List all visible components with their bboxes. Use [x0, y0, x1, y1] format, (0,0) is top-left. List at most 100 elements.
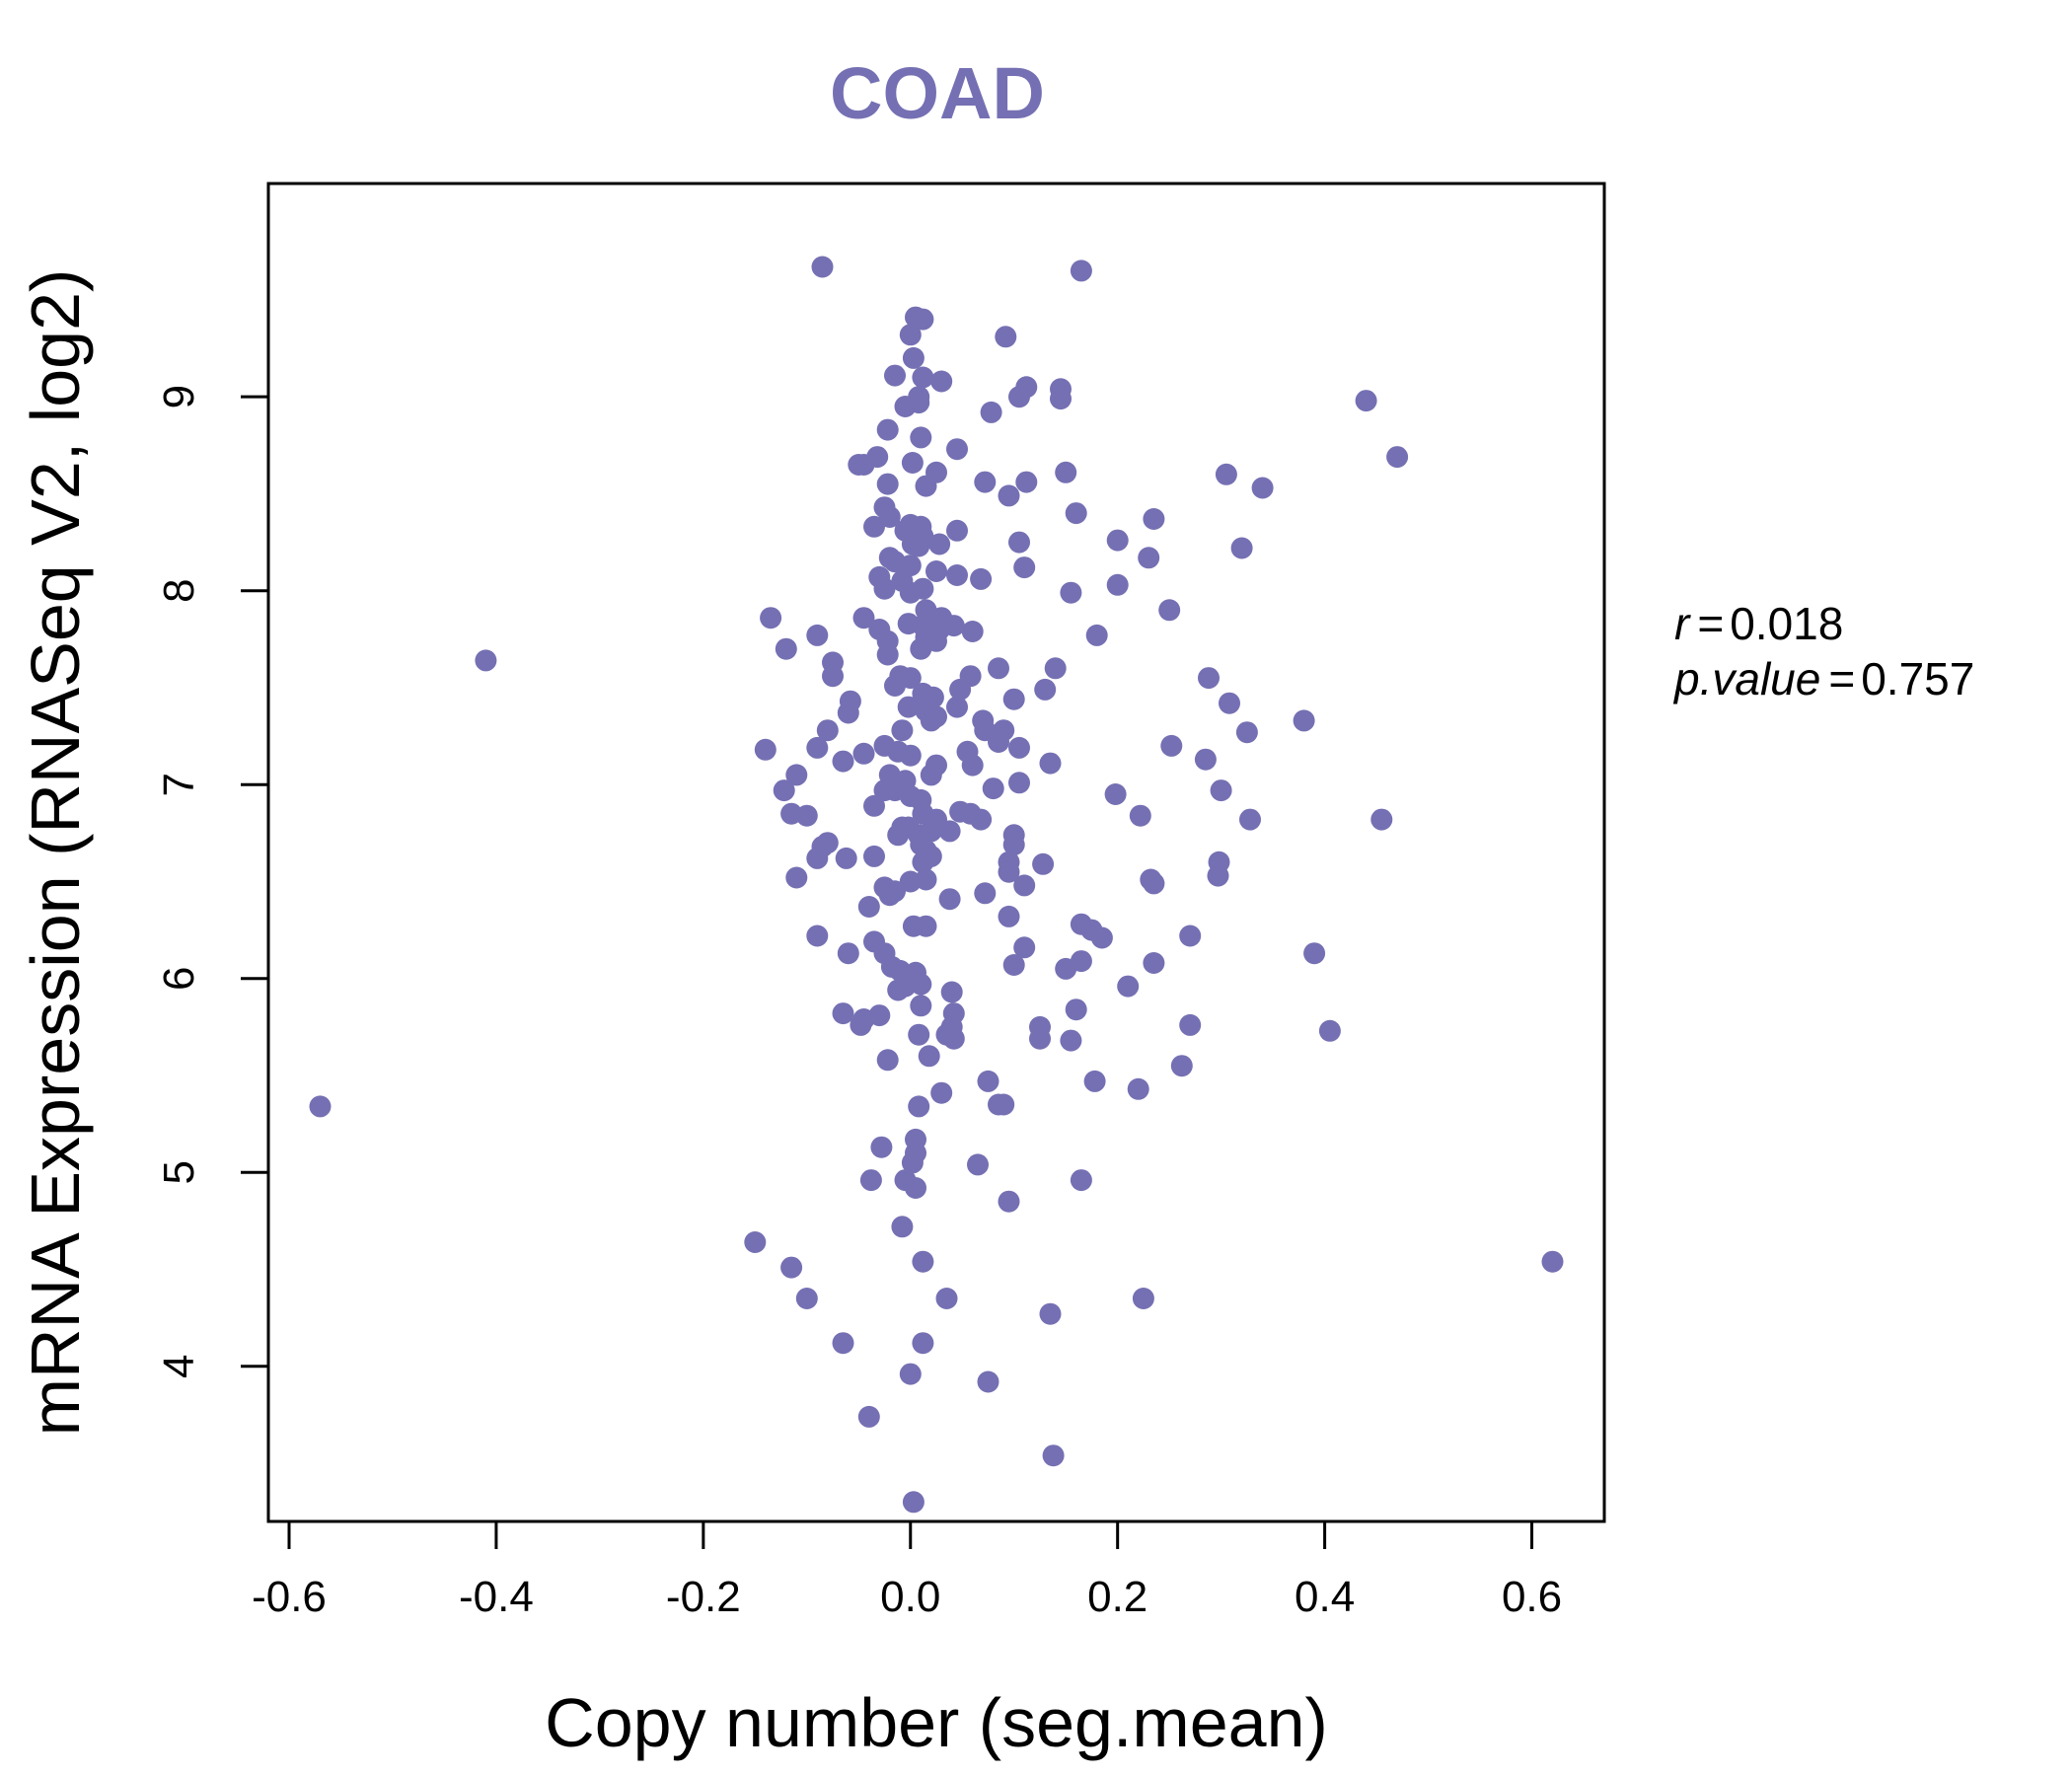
data-point-113: [935, 1023, 958, 1046]
data-point-184: [902, 915, 925, 937]
data-point-155: [912, 851, 934, 873]
data-point-48: [1070, 1169, 1092, 1192]
data-point-135: [915, 475, 937, 497]
data-point-93: [961, 754, 984, 777]
data-point-119: [928, 533, 951, 555]
data-point-171: [899, 324, 922, 346]
data-point-254: [806, 624, 829, 646]
data-point-60: [1042, 1444, 1065, 1467]
data-point-66: [998, 484, 1020, 507]
data-point-64: [1008, 531, 1030, 554]
data-point-23: [1158, 599, 1181, 622]
data-point-24: [1160, 734, 1183, 757]
data-point-238: [850, 1013, 872, 1036]
data-point-34: [1106, 529, 1129, 552]
data-point-179: [897, 696, 920, 718]
data-point-14: [1198, 667, 1220, 690]
data-point-47: [1060, 1029, 1082, 1052]
data-point-159: [908, 1023, 930, 1046]
data-point-80: [995, 326, 1017, 348]
x-axis: -0.6 -0.4 -0.2 0.0 0.2 0.4 0.6: [252, 1519, 1562, 1621]
data-point-109: [940, 981, 963, 1003]
data-point-13: [1219, 692, 1240, 714]
data-point-245: [832, 1002, 854, 1025]
x-tick-label: 0.6: [1502, 1573, 1562, 1621]
data-point-233: [857, 1405, 880, 1428]
data-point-263: [773, 779, 795, 802]
data-point-158: [910, 995, 932, 1017]
data-point-248: [822, 665, 844, 688]
data-point-35: [1106, 573, 1129, 596]
data-point-97: [977, 1070, 999, 1092]
data-point-198: [884, 364, 906, 387]
data-point-43: [1065, 999, 1087, 1021]
data-point-106: [946, 696, 968, 718]
y-tick-label: 6: [155, 966, 203, 990]
data-point-11: [1215, 463, 1237, 485]
data-point-265: [754, 738, 777, 761]
data-point-206: [887, 979, 910, 1001]
data-point-63: [1015, 471, 1038, 493]
data-point-115: [930, 1081, 953, 1104]
data-points: [309, 256, 1564, 1514]
data-point-41: [1070, 913, 1092, 935]
data-point-226: [868, 619, 891, 640]
data-point-262: [775, 637, 797, 660]
stat-p-equals: =: [1828, 653, 1855, 704]
data-point-12: [1235, 721, 1258, 744]
y-axis: 4 5 6 7 8 9: [155, 385, 270, 1378]
data-point-9: [1251, 477, 1274, 499]
data-point-2: [1541, 1250, 1564, 1273]
x-tick-label: 0.0: [880, 1573, 940, 1621]
data-point-77: [1002, 954, 1025, 976]
data-point-129: [920, 764, 942, 786]
data-point-232: [859, 1169, 882, 1192]
data-point-187: [894, 396, 917, 417]
data-point-5: [1370, 808, 1393, 831]
data-point-49: [1070, 259, 1092, 282]
data-point-152: [912, 802, 934, 825]
data-point-76: [1013, 936, 1036, 959]
data-point-210: [878, 506, 901, 528]
data-point-227: [863, 794, 885, 817]
data-point-21: [1179, 1013, 1202, 1036]
stat-p-line: p.value = 0.757: [1672, 653, 1974, 704]
data-point-167: [912, 1332, 934, 1355]
data-point-30: [1143, 952, 1165, 974]
data-point-169: [905, 306, 926, 329]
data-point-239: [848, 454, 870, 476]
stat-p-value: 0.757: [1861, 653, 1974, 704]
data-point-6: [1318, 1019, 1341, 1042]
data-point-7: [1303, 942, 1326, 965]
data-point-102: [946, 519, 968, 542]
data-point-168: [902, 1491, 925, 1514]
data-point-161: [908, 1095, 930, 1118]
data-point-241: [837, 702, 859, 724]
data-point-149: [912, 682, 934, 704]
data-point-236: [852, 742, 875, 765]
data-point-59: [1039, 1302, 1062, 1325]
data-point-15: [1239, 808, 1261, 831]
data-point-22: [1170, 1055, 1193, 1077]
data-point-225: [868, 565, 891, 588]
data-point-244: [837, 942, 859, 965]
x-tick-label: -0.4: [459, 1573, 534, 1621]
data-point-229: [863, 930, 885, 953]
data-point-74: [1013, 874, 1036, 897]
stat-r-line: r = 0.018: [1674, 598, 1843, 649]
data-point-183: [899, 870, 922, 893]
data-point-68: [1008, 736, 1030, 759]
data-point-52: [1050, 388, 1072, 410]
data-point-164: [901, 1151, 924, 1174]
x-tick-label: 0.4: [1295, 1573, 1355, 1621]
data-point-86: [974, 719, 997, 742]
data-point-4: [1355, 390, 1377, 412]
data-point-1: [475, 649, 497, 672]
data-point-69: [1008, 772, 1030, 794]
data-point-65: [1013, 556, 1036, 579]
data-point-160: [918, 1045, 940, 1068]
data-point-266: [780, 1256, 803, 1279]
data-point-10: [1230, 537, 1253, 559]
data-point-140: [910, 426, 932, 449]
